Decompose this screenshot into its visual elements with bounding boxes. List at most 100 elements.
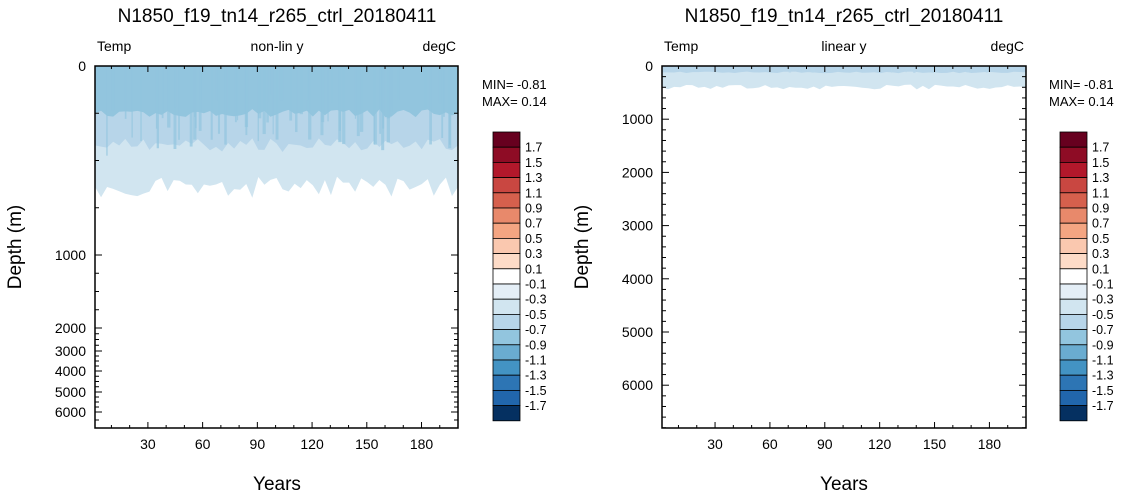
contour-streak bbox=[338, 66, 342, 143]
colorbar-swatch bbox=[492, 389, 521, 406]
x-tick-label: 60 bbox=[762, 436, 778, 452]
contour-streak bbox=[356, 66, 360, 137]
x-tick-label: 150 bbox=[355, 436, 379, 452]
contour-streak bbox=[156, 66, 159, 149]
contour-streak bbox=[905, 66, 907, 73]
contour-streak bbox=[167, 66, 171, 128]
colorbar-label: -0.5 bbox=[525, 308, 547, 322]
y-tick-label: 1000 bbox=[622, 111, 653, 127]
x-ticks-group: 30 60 90 120 150 180 bbox=[110, 66, 459, 452]
colorbar-label: 0.5 bbox=[1092, 232, 1109, 246]
subtitle-axis-mode: linear y bbox=[821, 38, 866, 54]
contour-streak bbox=[262, 66, 266, 135]
y-tick-label: 2000 bbox=[55, 320, 86, 336]
colorbar-swatch bbox=[492, 359, 521, 376]
colorbar-swatch bbox=[1059, 329, 1088, 346]
colorbar-label: 0.3 bbox=[1092, 247, 1109, 261]
colorbar-swatch bbox=[492, 237, 521, 254]
contour-streak bbox=[890, 66, 893, 73]
colorbar-label: -1.3 bbox=[525, 369, 547, 383]
x-axis-label: Years bbox=[820, 474, 868, 495]
colorbar-swatch bbox=[492, 313, 521, 330]
colorbar-swatch bbox=[1059, 283, 1088, 300]
contour-streak bbox=[1003, 66, 1007, 70]
contour-streak bbox=[379, 66, 382, 134]
contour-streak bbox=[327, 66, 329, 122]
contour-streak bbox=[354, 66, 357, 119]
contour-streak bbox=[275, 66, 279, 140]
colorbar-swatch bbox=[492, 207, 521, 224]
colorbar-label: 0.3 bbox=[525, 247, 542, 261]
colorbar-label: -1.7 bbox=[525, 399, 547, 413]
contour-streak bbox=[320, 66, 324, 136]
contour-streak bbox=[931, 66, 934, 73]
contour-streak bbox=[299, 66, 303, 115]
colorbar-label: -0.5 bbox=[1092, 308, 1114, 322]
colorbar-swatch bbox=[492, 161, 521, 178]
contour-band-warm bbox=[394, 387, 458, 396]
x-tick-label: 30 bbox=[707, 436, 723, 452]
plot-area bbox=[662, 66, 1026, 338]
contour-streak bbox=[245, 66, 248, 136]
x-tick-label: 90 bbox=[250, 436, 266, 452]
y-tick-label: 6000 bbox=[622, 377, 653, 393]
contour-streak bbox=[438, 66, 442, 104]
colorbar-swatch bbox=[1059, 344, 1088, 361]
contour-fill-group bbox=[662, 66, 1026, 338]
colorbar-label: -1.5 bbox=[525, 384, 547, 398]
colorbar-swatch bbox=[1059, 222, 1088, 239]
max-value: MAX= 0.14 bbox=[482, 94, 547, 109]
colorbar-label: 1.7 bbox=[1092, 141, 1109, 155]
contour-streak bbox=[295, 66, 298, 133]
contour-streak bbox=[330, 66, 333, 103]
contour-streak bbox=[754, 66, 759, 71]
colorbar-label: -1.7 bbox=[1092, 399, 1114, 413]
colorbar-swatch bbox=[1059, 192, 1088, 209]
y-tick-label: 1000 bbox=[55, 247, 86, 263]
contour-streak bbox=[679, 66, 682, 71]
y-axis-label: Depth (m) bbox=[5, 205, 26, 289]
colorbar-label: 1.1 bbox=[525, 186, 542, 200]
y-tick-label: 6000 bbox=[55, 404, 86, 420]
x-tick-label: 180 bbox=[978, 436, 1002, 452]
colorbar-swatch bbox=[1059, 131, 1088, 148]
colorbar-swatch bbox=[1059, 161, 1088, 178]
contour-streak bbox=[360, 66, 364, 132]
colorbar-swatch bbox=[492, 329, 521, 346]
contour-streak bbox=[193, 66, 197, 140]
y-tick-label: 3000 bbox=[55, 343, 86, 359]
contour-streak bbox=[448, 66, 452, 149]
contour-streak bbox=[689, 66, 694, 70]
y-tick-label: 4000 bbox=[622, 271, 653, 287]
contour-streak bbox=[443, 66, 445, 117]
contour-streak bbox=[1004, 66, 1008, 71]
colorbar-swatch bbox=[492, 374, 521, 391]
y-tick-label: 0 bbox=[645, 58, 653, 74]
contour-streak-group bbox=[679, 66, 1014, 73]
contour-streak bbox=[178, 66, 180, 140]
contour-streak bbox=[257, 66, 262, 119]
colorbar-swatch bbox=[492, 283, 521, 300]
contour-streak bbox=[279, 66, 284, 101]
contour-streak bbox=[111, 66, 115, 111]
contour-streak bbox=[306, 66, 309, 101]
chart-title: N1850_f19_tn14_r265_ctrl_20180411 bbox=[685, 6, 1004, 27]
contour-streak bbox=[966, 66, 970, 73]
contour-streak bbox=[306, 66, 310, 111]
colorbar-swatch bbox=[1059, 359, 1088, 376]
colorbar-swatch bbox=[1059, 405, 1088, 422]
contour-streak bbox=[813, 66, 815, 73]
contour-streak bbox=[173, 66, 177, 149]
contour-streak bbox=[806, 66, 808, 72]
contour-streak bbox=[227, 66, 231, 114]
contour-streak bbox=[441, 66, 444, 139]
colorbar-swatch bbox=[492, 344, 521, 361]
colorbar-swatch bbox=[1059, 298, 1088, 315]
contour-streak bbox=[424, 66, 428, 109]
x-tick-label: 30 bbox=[140, 436, 156, 452]
contour-streak bbox=[729, 66, 731, 70]
colorbar-swatch bbox=[492, 131, 521, 148]
subtitle-units: degC bbox=[423, 38, 456, 54]
contour-band-warm bbox=[961, 318, 1026, 338]
